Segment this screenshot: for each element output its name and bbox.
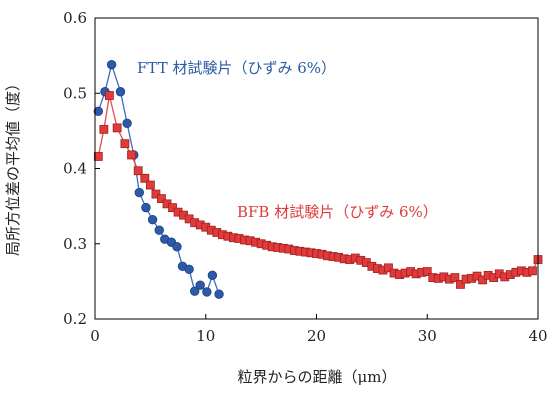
x-tick-label: 0 — [90, 327, 100, 345]
data-point — [202, 287, 212, 297]
data-point — [104, 91, 114, 100]
data-point — [422, 267, 432, 276]
data-point — [145, 180, 155, 190]
data-point — [93, 106, 104, 117]
data-point — [528, 266, 537, 276]
y-tick-label: 0.6 — [63, 9, 87, 27]
data-point — [157, 194, 166, 204]
data-point — [141, 202, 151, 213]
data-point — [147, 214, 158, 225]
y-tick-label: 0.4 — [63, 160, 87, 178]
series-label-bfb: BFB 材試験片（ひずみ 6%） — [237, 203, 438, 221]
data-point — [450, 273, 460, 283]
x-tick-label: 30 — [418, 327, 437, 345]
ftt-series — [93, 59, 224, 299]
y-tick-label: 0.2 — [63, 310, 87, 328]
data-point — [154, 225, 164, 235]
data-point — [168, 203, 177, 213]
data-point — [127, 150, 136, 160]
x-axis-label: 粒界からの距離（μm） — [238, 368, 397, 386]
tick-labels: 0 10 20 30 40 0.2 0.3 0.4 0.5 0.6 — [63, 9, 547, 345]
data-point — [172, 242, 182, 252]
data-point — [478, 275, 488, 285]
y-tick-label: 0.3 — [63, 235, 87, 253]
data-point — [189, 286, 200, 296]
data-point — [106, 59, 117, 70]
data-point — [207, 270, 218, 281]
y-tick-label: 0.5 — [63, 84, 87, 102]
x-tick-label: 40 — [528, 327, 547, 345]
series-line — [97, 62, 220, 295]
data-point — [112, 123, 122, 133]
data-point — [93, 152, 103, 161]
data-point — [140, 173, 150, 183]
data-point — [99, 124, 109, 134]
data-point — [151, 189, 161, 199]
x-tick-label: 20 — [307, 327, 326, 345]
y-axis-label: 局所方位差の平均値（度） — [4, 76, 22, 256]
data-point — [133, 166, 143, 176]
bfb-series — [93, 91, 543, 289]
series-label-ftt: FTT 材試験片（ひずみ 6%） — [137, 59, 336, 77]
data-point — [195, 280, 205, 290]
data-point — [456, 279, 465, 289]
data-point — [184, 264, 194, 275]
data-point — [384, 263, 393, 273]
data-point — [120, 139, 130, 149]
data-point — [134, 187, 145, 198]
data-point — [115, 87, 126, 97]
x-tick-label: 10 — [196, 327, 215, 345]
tick-marks — [94, 17, 539, 320]
data-point — [122, 118, 132, 129]
data-point — [214, 289, 224, 299]
